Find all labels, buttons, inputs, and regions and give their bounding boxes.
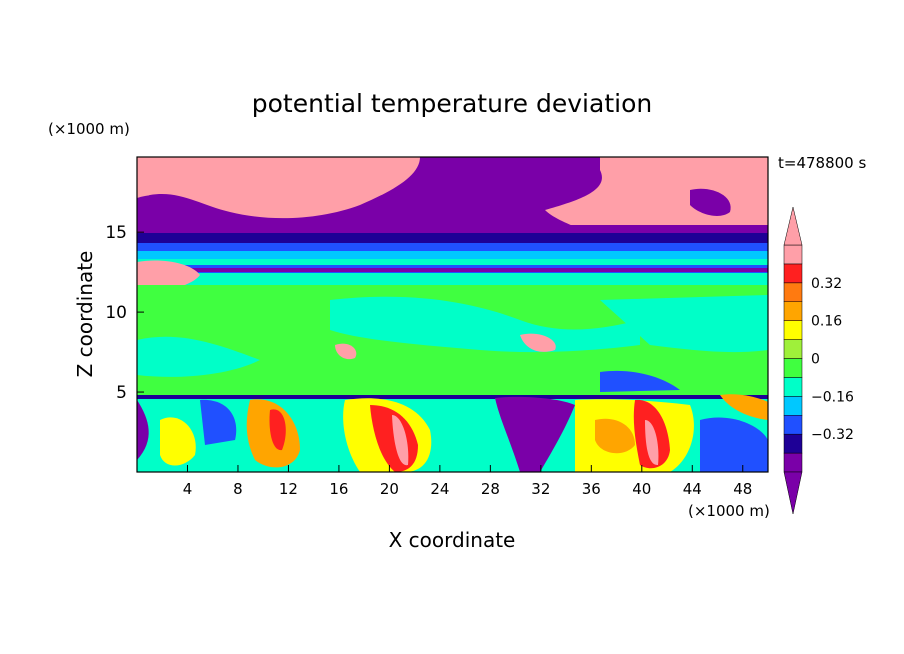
colorbar-swatch [783,358,803,378]
colorbar-swatch [783,282,803,303]
y-tick-label: 10 [105,303,127,323]
colorbar-swatch [783,244,803,265]
x-tick-label: 12 [279,480,298,498]
colorbar-swatch [783,263,803,284]
y-tick-label: 15 [105,223,127,243]
colorbar-swatch [783,396,803,416]
y-tick-label: 5 [116,383,127,403]
x-tick-label: 28 [481,480,500,498]
field-upper-pink-left [137,157,420,219]
field-purple-stripe [137,268,768,272]
field-darkblue-band [137,233,768,243]
field-upper-pink-right [545,157,768,247]
x-tick-label: 20 [380,480,399,498]
colorbar-tick-label: −0.16 [811,389,854,405]
colorbar-tick-label: −0.32 [811,427,854,443]
colorbar-tick-label: 0.16 [811,314,842,330]
colorbar: 0.32 0.16 0 −0.16 −0.32 [783,206,854,515]
contour-field [137,157,768,472]
colorbar-swatch [783,452,803,473]
x-tick-label: 4 [183,480,193,498]
x-tick-label: 44 [683,480,702,498]
colorbar-tick-label: 0.32 [811,276,842,292]
colorbar-swatch [783,415,803,435]
plot-frame [136,156,769,473]
x-tick-label: 24 [430,480,449,498]
chart-title: potential temperature deviation [252,89,652,118]
x-tick-label: 40 [632,480,651,498]
colorbar-swatch [783,320,803,340]
x-unit-label: (×1000 m) [688,502,770,520]
colorbar-swatch [783,339,803,359]
colorbar-swatch [783,433,803,454]
y-unit-label: (×1000 m) [48,120,130,138]
x-tick-label: 8 [233,480,243,498]
x-tick-label: 36 [582,480,601,498]
field-cold-plume [495,396,575,472]
x-tick-label: 16 [329,480,348,498]
colorbar-tick-label: 0 [811,352,820,368]
colorbar-extend-max [783,206,803,246]
colorbar-extend-min [783,471,803,515]
y-axis: 5 10 15 [105,223,144,403]
x-tick-label: 32 [531,480,550,498]
x-axis: 4 8 12 16 20 24 28 32 36 40 44 48 [183,465,752,498]
x-axis-label: X coordinate [389,528,516,552]
time-label: t=478800 s [778,154,866,172]
y-axis-label: Z coordinate [73,251,97,378]
x-tick-label: 48 [733,480,752,498]
colorbar-swatch [783,377,803,397]
colorbar-swatch [783,301,803,321]
